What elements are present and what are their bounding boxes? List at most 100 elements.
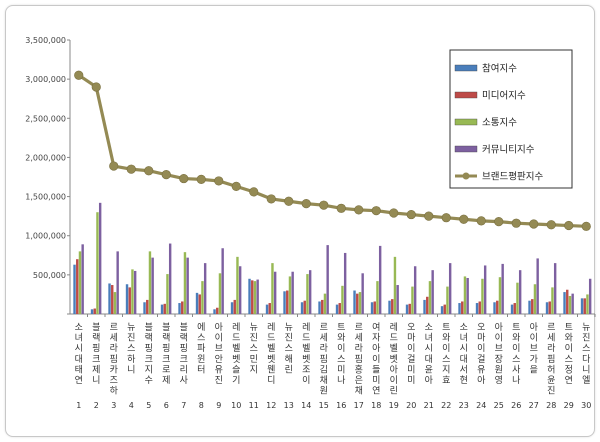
bar — [166, 274, 169, 314]
bar — [76, 259, 79, 314]
line-point — [389, 208, 399, 218]
bar — [236, 256, 239, 314]
bar — [586, 294, 589, 314]
y-tick-label: 500,000 — [33, 271, 66, 280]
bar — [516, 282, 519, 314]
x-index-label: 12 — [266, 401, 276, 410]
x-axis-labels: 소 녀 시 대 태 연 1 블 랙 핑 크 제 니 2 르 세 라 핌 카 즈 하 3 뉴 진 스 하 니 4 블 랙 핑 크 지 수 5 블 랙 핑 크 로… — [75, 321, 592, 410]
bar — [498, 277, 502, 314]
bar — [111, 285, 114, 314]
bar — [563, 292, 566, 314]
bar — [321, 299, 324, 314]
bar — [178, 303, 181, 314]
line-point — [564, 220, 574, 231]
bar — [163, 303, 166, 314]
bar — [133, 270, 137, 314]
bar — [548, 301, 551, 314]
bar — [461, 301, 464, 314]
line-point — [529, 219, 539, 229]
bar — [160, 304, 164, 314]
x-index-label: 18 — [371, 401, 381, 410]
line-point — [91, 82, 101, 92]
bar — [273, 271, 277, 314]
line-point — [319, 200, 329, 210]
bar — [148, 251, 152, 314]
bar — [93, 308, 96, 314]
bar — [308, 270, 312, 314]
bar — [531, 299, 534, 314]
bar — [413, 266, 417, 314]
x-index-label: 26 — [511, 401, 521, 410]
legend-label: 소통지수 — [482, 118, 517, 129]
bar — [113, 292, 117, 314]
bar — [493, 302, 496, 314]
bar — [341, 285, 344, 314]
line-point — [214, 176, 224, 186]
legend-label: 미디어지수 — [482, 91, 526, 102]
x-index-label: 27 — [529, 401, 539, 410]
bar — [431, 270, 434, 314]
bar — [78, 251, 82, 314]
bar — [343, 252, 347, 314]
x-index-label: 25 — [494, 401, 504, 410]
bar — [405, 304, 409, 314]
bar — [303, 300, 306, 314]
x-index-label: 17 — [354, 401, 364, 410]
line-point — [196, 174, 206, 184]
line-point — [476, 216, 486, 226]
bar — [396, 285, 399, 314]
legend-swatch — [454, 64, 478, 72]
bar — [518, 270, 522, 314]
x-index-label: 30 — [581, 401, 591, 410]
line-point — [179, 173, 189, 184]
legend-swatch — [454, 145, 478, 153]
x-index-label: 20 — [406, 401, 416, 410]
bar — [378, 245, 382, 314]
y-tick-label: 3,500,000 — [25, 36, 66, 45]
bar — [216, 307, 219, 314]
bar — [116, 251, 119, 314]
y-tick-label: 1,500,000 — [25, 193, 66, 202]
bar — [391, 299, 394, 314]
bar — [186, 257, 189, 314]
bar — [481, 278, 484, 314]
x-index-label: 16 — [336, 401, 346, 410]
legend-label: 참여지수 — [482, 63, 517, 75]
bar — [566, 289, 569, 314]
bar — [90, 309, 94, 314]
bar — [218, 273, 222, 314]
bar — [458, 303, 461, 314]
bars — [73, 202, 596, 317]
legend-label: 브랜드평판지수 — [482, 172, 543, 183]
x-index-label: 3 — [111, 401, 116, 410]
bar — [528, 300, 531, 314]
bar — [238, 266, 242, 314]
bar — [335, 304, 339, 314]
bar — [510, 304, 514, 314]
x-index-label: 10 — [231, 401, 241, 410]
bar — [251, 280, 254, 314]
line-point — [459, 214, 469, 224]
bar — [253, 281, 257, 314]
bar — [198, 294, 201, 314]
bar — [81, 244, 84, 314]
bar — [73, 264, 76, 314]
bar — [448, 263, 452, 314]
